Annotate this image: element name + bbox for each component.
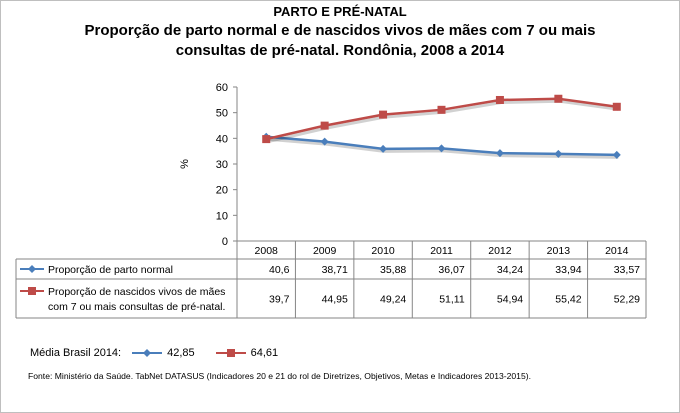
source-note: Fonte: Ministério da Saúde. TabNet DATAS…	[28, 371, 531, 381]
line-chart: 0 10 20 30 40 50 60% 2008 2009 2010 2011 2012 2013 20…	[15, 82, 647, 319]
legend-square-icon	[28, 287, 36, 295]
table-cell-parto-normal: 36,07	[438, 264, 464, 276]
brazil-average-label: Média Brasil 2014:	[30, 347, 122, 359]
x-tick-label: 2011	[430, 245, 453, 257]
data-point-pre-natal	[554, 94, 563, 103]
chart-subtitle: Proporção de parto normal e de nascidos …	[60, 21, 620, 61]
table-cell-pre-natal: 44,95	[322, 294, 348, 306]
chart-subtitle-line-1: Proporção de parto normal e de nascidos …	[84, 22, 596, 39]
data-point-parto-normal	[437, 144, 446, 153]
data-point-pre-natal	[320, 121, 329, 130]
brazil-average: Média Brasil 2014: 42,85 64,61	[30, 346, 278, 360]
table-cell-parto-normal: 35,88	[380, 264, 406, 276]
data-point-parto-normal	[379, 144, 388, 153]
table-cell-parto-normal: 34,24	[497, 264, 523, 276]
table-cell-pre-natal: 49,24	[380, 294, 406, 306]
chart-subtitle-line-2: consultas de pré-natal. Rondônia, 2008 a…	[175, 42, 505, 59]
y-tick-label: 40	[216, 133, 228, 145]
x-tick-label: 2010	[371, 245, 395, 257]
x-tick-label: 2013	[547, 245, 571, 257]
data-point-parto-normal	[320, 137, 329, 146]
legend-label-parto-normal: Proporção de parto normal	[48, 264, 173, 276]
data-point-pre-natal	[495, 95, 504, 104]
x-tick-label: 2009	[313, 245, 337, 257]
y-tick-label: 0	[222, 236, 228, 248]
data-point-pre-natal	[437, 105, 446, 114]
chart-title: PARTO E PRÉ-NATAL	[273, 4, 407, 19]
table-cell-pre-natal: 52,29	[614, 294, 640, 306]
table-cell-pre-natal: 51,11	[439, 294, 465, 306]
legend-diamond-icon	[28, 265, 36, 273]
table-cell-parto-normal: 40,6	[269, 264, 290, 276]
legend-label-pre-natal-line-1: Proporção de nascidos vivos de mães	[48, 286, 225, 298]
series-line-2	[265, 97, 617, 141]
y-tick-label: 10	[216, 210, 228, 222]
table-cell-pre-natal: 54,94	[497, 294, 523, 306]
data-point-pre-natal	[262, 135, 271, 144]
table-cell-pre-natal: 55,42	[555, 294, 581, 306]
y-axis-label: %	[179, 159, 191, 169]
table-cell-pre-natal: 39,7	[269, 294, 290, 306]
x-tick-label: 2012	[488, 245, 512, 257]
y-tick-label: 20	[216, 185, 228, 197]
table-cell-parto-normal: 38,71	[322, 264, 348, 276]
y-tick-label: 50	[216, 108, 228, 120]
red-series-marker-icon	[215, 349, 246, 357]
data-point-pre-natal	[379, 110, 388, 119]
x-tick-label: 2008	[255, 245, 279, 257]
data-point-parto-normal	[554, 149, 563, 158]
y-tick-label: 60	[216, 82, 228, 94]
data-point-pre-natal	[612, 102, 621, 111]
data-point-parto-normal	[612, 150, 621, 159]
legend-label-pre-natal-line-2: com 7 ou mais consultas de pré-natal.	[48, 301, 225, 313]
blue-series-marker-icon	[132, 349, 163, 357]
table-cell-parto-normal: 33,57	[614, 264, 640, 276]
table-cell-parto-normal: 33,94	[555, 264, 581, 276]
brazil-average-pre-natal: 64,61	[250, 347, 279, 359]
x-tick-label: 2014	[605, 245, 629, 257]
y-tick-label: 30	[216, 159, 228, 171]
brazil-average-parto-normal: 42,85	[167, 347, 195, 359]
data-point-parto-normal	[495, 149, 504, 158]
